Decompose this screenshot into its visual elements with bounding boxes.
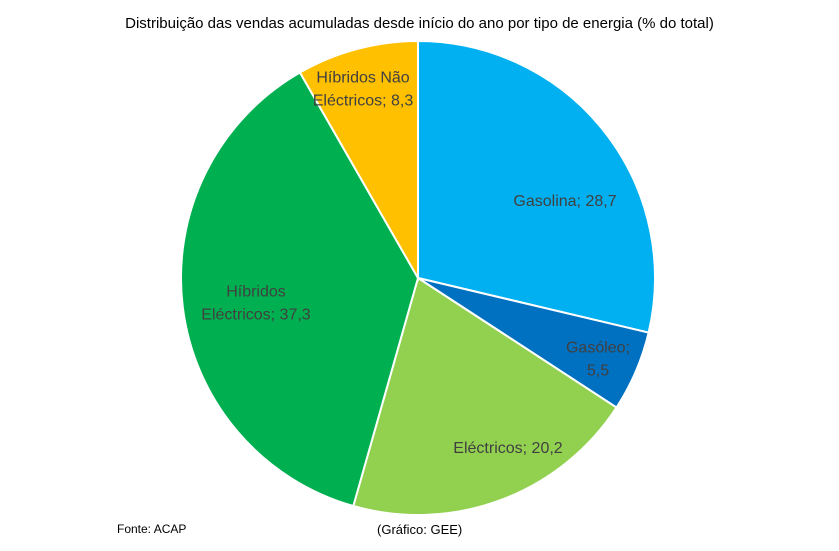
- slice-label: Gasolina; 28,7: [513, 193, 616, 210]
- pie-slice-eléctricos: [352, 276, 618, 516]
- slice-label: Eléctricos; 20,2: [453, 440, 562, 457]
- chart-credit: (Gráfico: GEE): [377, 522, 463, 537]
- pie-slice-gasolina: [417, 39, 656, 334]
- slice-label: Gasóleo; 5,5: [566, 340, 630, 380]
- chart-title: Distribuição das vendas acumuladas desde…: [125, 15, 714, 32]
- source-note: Fonte: ACAP: [117, 522, 187, 536]
- slice-label: Híbridos Não Eléctricos; 8,3: [313, 70, 414, 110]
- pie-slice-híbridos-eléctricos: [180, 71, 420, 508]
- slice-label: Híbridos Eléctricos; 37,3: [201, 284, 310, 324]
- pie-slice-híbridos-não-eléctricos: [298, 39, 419, 282]
